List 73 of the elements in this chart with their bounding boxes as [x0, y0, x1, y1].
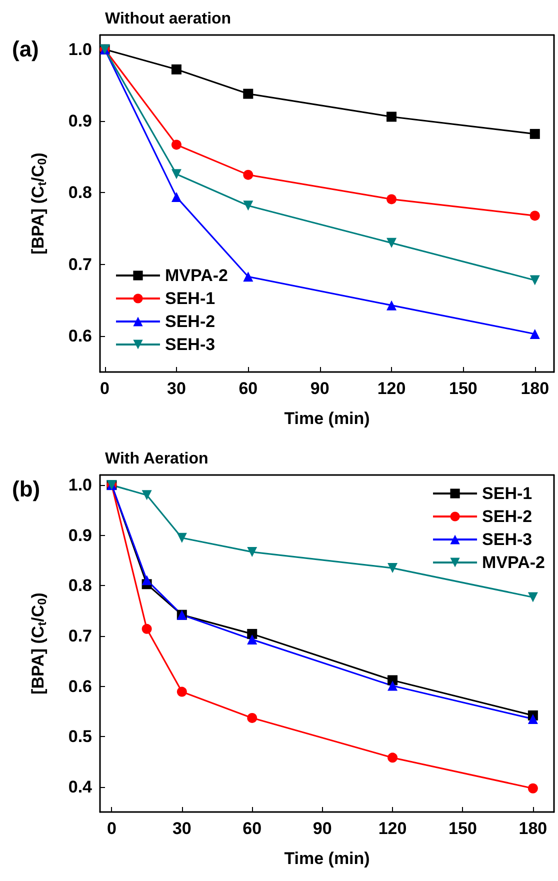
legend-label: SEH-3 [482, 530, 532, 549]
point [171, 64, 182, 74]
x-tick-label: 120 [377, 379, 406, 398]
x-tick-label: 150 [448, 819, 477, 838]
x-axis-title: Time (min) [284, 409, 370, 428]
y-tick-label: 0.6 [68, 676, 92, 696]
legend-label: MVPA-2 [165, 266, 228, 285]
legend-label: SEH-2 [482, 507, 532, 526]
point [528, 714, 538, 724]
x-tick-label: 120 [378, 819, 407, 838]
x-tick-label: 0 [100, 379, 110, 398]
x-tick-label: 0 [106, 819, 116, 838]
point [388, 680, 398, 691]
point [171, 140, 182, 150]
y-tick-label: 0.9 [68, 112, 92, 131]
point [247, 634, 258, 644]
point [247, 712, 258, 723]
point [176, 532, 187, 543]
x-tick-label: 180 [520, 379, 550, 398]
legend-label: SEH-1 [482, 484, 532, 503]
point [530, 128, 540, 139]
point [386, 300, 397, 310]
legend-label: SEH-2 [165, 312, 216, 331]
y-axis-title: [BPA] (Ct/C0) [28, 152, 49, 254]
chart-title: Without aeration [105, 10, 232, 28]
point [171, 192, 182, 202]
point [243, 200, 254, 211]
point [388, 563, 398, 574]
y-axis-title: [BPA] (Ct/C0) [28, 592, 49, 694]
point [530, 275, 540, 286]
y-tick-label: 0.6 [68, 326, 92, 346]
point [176, 686, 187, 697]
y-tick-label: 0.7 [68, 626, 92, 646]
y-tick-label: 0.5 [68, 727, 92, 746]
point [528, 592, 538, 602]
x-tick-label: 90 [312, 819, 332, 838]
x-tick-label: 60 [238, 379, 258, 398]
y-tick-label: 1.0 [68, 40, 92, 59]
text: (b) [12, 476, 40, 502]
y-tick-label: 0.4 [68, 777, 93, 796]
point [142, 575, 152, 586]
point [388, 675, 398, 686]
point [528, 783, 538, 794]
y-tick-label: 0.8 [68, 183, 92, 202]
point [386, 194, 397, 204]
x-tick-label: 180 [518, 819, 548, 838]
point [171, 169, 182, 180]
x-axis-title: Time (min) [284, 849, 370, 868]
text: (a) [12, 36, 39, 62]
x-tick-label: 30 [167, 379, 186, 398]
point [386, 238, 397, 248]
x-tick-label: 150 [449, 379, 478, 398]
point [247, 546, 258, 557]
point [386, 112, 397, 122]
point [530, 210, 540, 221]
x-tick-label: 60 [242, 819, 262, 838]
chart-title: With Aeration [105, 450, 208, 468]
x-tick-label: 30 [172, 819, 192, 838]
point [243, 272, 254, 282]
point [530, 329, 540, 339]
legend-label: MVPA-2 [482, 553, 546, 572]
x-tick-label: 90 [310, 379, 330, 398]
legend-label: SEH-1 [165, 289, 216, 308]
y-tick-label: 0.7 [68, 254, 92, 274]
y-tick-label: 1.0 [68, 476, 92, 495]
point [388, 752, 398, 763]
y-tick-label: 0.9 [68, 526, 92, 545]
legend-label: SEH-3 [165, 335, 216, 354]
point [142, 490, 152, 500]
point [243, 170, 254, 180]
point [243, 88, 254, 99]
point [142, 624, 152, 634]
y-tick-label: 0.8 [68, 576, 92, 596]
